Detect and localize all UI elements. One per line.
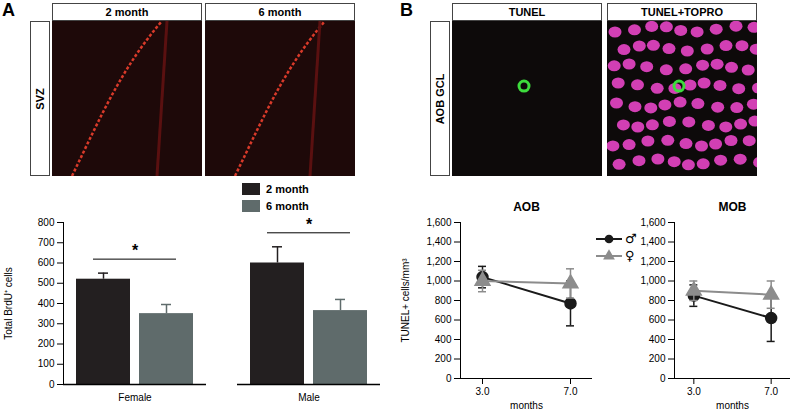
svg-text:400: 400 bbox=[649, 334, 666, 345]
svg-text:Female: Female bbox=[118, 392, 152, 403]
svg-text:1,400: 1,400 bbox=[426, 236, 451, 247]
svg-text:*: * bbox=[132, 242, 139, 259]
svg-text:1,000: 1,000 bbox=[640, 275, 665, 286]
svg-text:months: months bbox=[716, 400, 749, 411]
svg-text:200: 200 bbox=[435, 353, 452, 364]
html-text:A: A bbox=[2, 0, 15, 20]
svg-text:200: 200 bbox=[38, 338, 55, 349]
html-text:2 month: 2 month bbox=[105, 6, 149, 18]
svg-text:800: 800 bbox=[38, 217, 55, 228]
svg-text:3.0: 3.0 bbox=[476, 386, 490, 397]
svg-text:1,000: 1,000 bbox=[426, 275, 451, 286]
svg-text:0: 0 bbox=[660, 373, 666, 384]
svg-text:100: 100 bbox=[38, 358, 55, 369]
svg-text:AOB: AOB bbox=[513, 200, 540, 214]
svg-text:1,600: 1,600 bbox=[426, 217, 451, 228]
svg-text:600: 600 bbox=[435, 314, 452, 325]
svg-text:1,400: 1,400 bbox=[640, 236, 665, 247]
svg-text:400: 400 bbox=[435, 334, 452, 345]
svg-text:800: 800 bbox=[435, 295, 452, 306]
html-text:TUNEL+TOPRO: TUNEL+TOPRO bbox=[641, 6, 723, 18]
svg-text:200: 200 bbox=[649, 353, 666, 364]
svg-text:*: * bbox=[306, 216, 313, 233]
svg-text:0: 0 bbox=[49, 379, 55, 390]
svg-text:months: months bbox=[510, 400, 543, 411]
svg-text:400: 400 bbox=[38, 298, 55, 309]
svg-text:7.0: 7.0 bbox=[764, 386, 778, 397]
svg-text:0: 0 bbox=[446, 373, 452, 384]
html-text:6 month: 6 month bbox=[258, 6, 302, 18]
html-text:6 month: 6 month bbox=[266, 199, 309, 212]
html-text:2 month: 2 month bbox=[266, 182, 309, 195]
svg-text:800: 800 bbox=[649, 295, 666, 306]
svg-text:700: 700 bbox=[38, 237, 55, 248]
svg-text:1,600: 1,600 bbox=[640, 217, 665, 228]
svg-text:3.0: 3.0 bbox=[687, 386, 701, 397]
html-text:AOB GCL: AOB GCL bbox=[434, 73, 446, 124]
svg-text:300: 300 bbox=[38, 318, 55, 329]
svg-text:TUNEL+ cells/mm³: TUNEL+ cells/mm³ bbox=[400, 258, 411, 343]
svg-text:Male: Male bbox=[298, 392, 320, 403]
svg-text:MOB: MOB bbox=[719, 200, 747, 214]
svg-text:600: 600 bbox=[649, 314, 666, 325]
svg-text:600: 600 bbox=[38, 257, 55, 268]
svg-text:7.0: 7.0 bbox=[564, 386, 578, 397]
svg-text:1,200: 1,200 bbox=[640, 256, 665, 267]
svg-text:500: 500 bbox=[38, 277, 55, 288]
html-text:SVZ: SVZ bbox=[34, 87, 46, 110]
svg-text:Total BrdU⁺ cells: Total BrdU⁺ cells bbox=[3, 267, 14, 339]
svg-text:1,200: 1,200 bbox=[426, 256, 451, 267]
html-text:TUNEL: TUNEL bbox=[508, 6, 546, 18]
html-text:B: B bbox=[400, 0, 413, 20]
